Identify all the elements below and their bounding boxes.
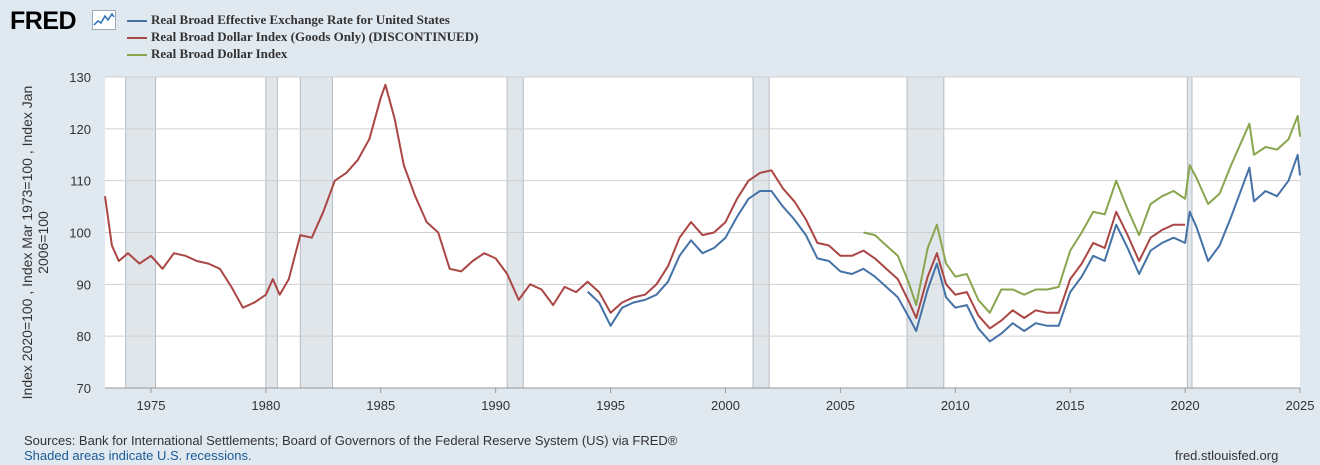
series-line[interactable] (104, 83, 1186, 330)
legend-swatch (127, 20, 147, 22)
x-tick-label: 2005 (826, 398, 855, 413)
x-tick-label: 2015 (1056, 398, 1085, 413)
x-tick-label: 1985 (366, 398, 395, 413)
legend-label: Real Broad Dollar Index (151, 46, 288, 61)
x-tick-label: 2000 (711, 398, 740, 413)
legend-label: Real Broad Effective Exchange Rate for U… (151, 12, 450, 27)
site-credit[interactable]: fred.stlouisfed.org (1175, 448, 1279, 463)
x-tick-label: 1980 (251, 398, 280, 413)
y-tick-label: 100 (69, 226, 91, 241)
y-tick-label: 120 (69, 122, 91, 137)
x-tick-label: 2020 (1171, 398, 1200, 413)
series-line[interactable] (586, 153, 1301, 343)
x-tick-label: 1995 (596, 398, 625, 413)
x-tick-label: 1990 (481, 398, 510, 413)
x-tick-label: 2025 (1286, 398, 1315, 413)
x-tick-label: 2010 (941, 398, 970, 413)
legend-swatch (127, 37, 147, 39)
y-tick-label: 80 (77, 329, 91, 344)
chart-header: FRED Real Broad Effective Exchange Rate … (0, 0, 1320, 72)
series-line[interactable] (863, 114, 1301, 314)
y-axis-title: Index 2020=100 , Index Mar 1973=100 , In… (19, 86, 35, 400)
y-tick-label: 110 (70, 174, 91, 189)
y-axis-title: 2006=100 (35, 211, 51, 274)
fred-logo[interactable]: FRED (10, 7, 77, 35)
x-tick-label: 1975 (137, 398, 166, 413)
legend-label: Real Broad Dollar Index (Goods Only) (DI… (151, 29, 479, 44)
sources-note: Sources: Bank for International Settleme… (24, 433, 678, 448)
y-tick-label: 70 (77, 381, 91, 396)
recession-note: Shaded areas indicate U.S. recessions. (24, 448, 252, 463)
y-tick-label: 90 (77, 277, 91, 292)
y-tick-label: 130 (69, 70, 91, 85)
chart-line-icon (92, 10, 116, 30)
legend-swatch (127, 54, 147, 56)
